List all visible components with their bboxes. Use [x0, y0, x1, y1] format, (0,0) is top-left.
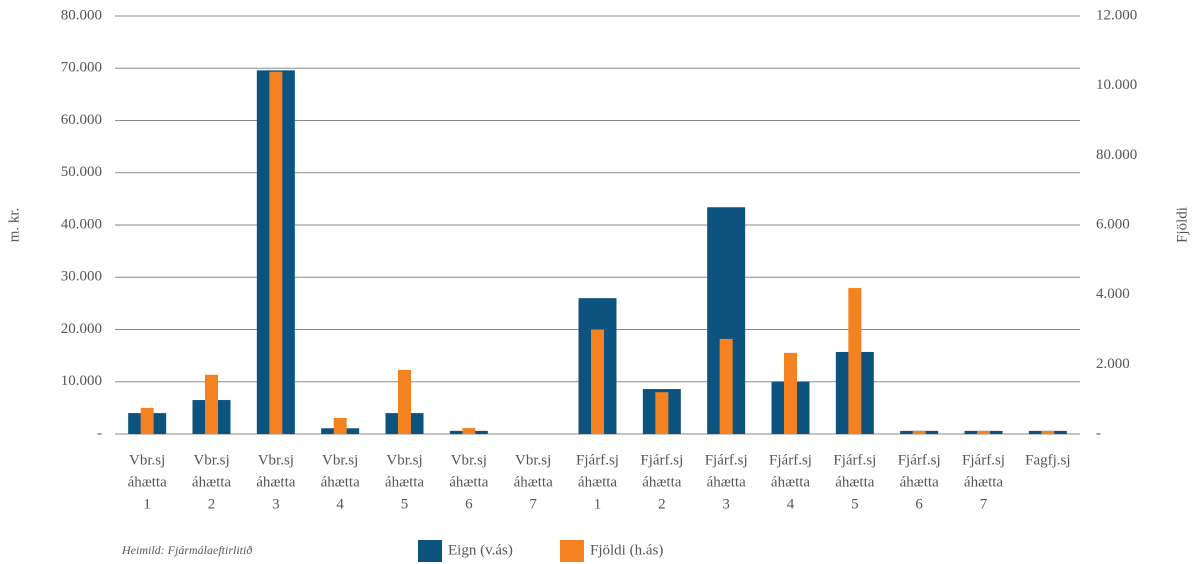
x-tick-label: Fjárf.sj	[640, 452, 683, 468]
x-tick-label: 1	[594, 496, 602, 512]
x-tick-label: áhætta	[321, 474, 360, 490]
y-tick-label: 20.000	[61, 321, 102, 337]
x-tick-label: Fjárf.sj	[705, 452, 748, 468]
x-tick-label: Fjárf.sj	[576, 452, 619, 468]
x-tick-label: 6	[465, 496, 473, 512]
x-tick-label: 4	[787, 496, 795, 512]
legend-swatch	[560, 540, 584, 562]
x-tick-label: áhætta	[707, 474, 746, 490]
x-tick-label: áhætta	[256, 474, 295, 490]
legend-swatch	[418, 540, 442, 562]
y2-tick-label: 2.000	[1096, 356, 1130, 372]
bar	[591, 329, 604, 434]
y-axis-label: m. kr.	[6, 208, 22, 243]
bar	[140, 407, 154, 434]
x-tick-label: áhætta	[514, 474, 553, 490]
y-tick-label: 60.000	[61, 112, 102, 128]
x-tick-label: 5	[851, 496, 859, 512]
x-tick-label: 5	[401, 496, 409, 512]
bar	[333, 417, 347, 434]
y-tick-label: 50.000	[61, 164, 102, 180]
x-tick-label: Vbr.sj	[258, 452, 294, 468]
bar	[269, 71, 283, 434]
y-tick-label: 30.000	[61, 269, 102, 285]
y2-tick-label: 80.000	[1096, 147, 1137, 163]
bar	[462, 428, 476, 434]
x-tick-label: 4	[336, 496, 344, 512]
x-tick-label: Fjárf.sj	[898, 452, 941, 468]
bar	[719, 338, 733, 434]
x-tick-label: 1	[143, 496, 151, 512]
x-tick-label: áhætta	[771, 474, 810, 490]
source-note: Heimild: Fjármálaeftirlitið	[121, 543, 252, 557]
bar	[1041, 430, 1055, 434]
y2-tick-label: 4.000	[1096, 286, 1130, 302]
x-tick-label: 2	[208, 496, 216, 512]
x-tick-label: áhætta	[385, 474, 424, 490]
x-tick-label: Vbr.sj	[451, 452, 487, 468]
y2-tick-label: -	[1096, 425, 1101, 441]
x-tick-label: 6	[915, 496, 923, 512]
bar	[784, 352, 797, 434]
x-tick-label: áhætta	[192, 474, 231, 490]
x-tick-label: Vbr.sj	[129, 452, 165, 468]
x-tick-label: Fjárf.sj	[833, 452, 876, 468]
y2-tick-label: 12.000	[1096, 7, 1137, 23]
x-tick-label: áhætta	[964, 474, 1003, 490]
x-tick-label: 7	[529, 496, 537, 512]
x-tick-label: Fagfj.sj	[1025, 452, 1070, 468]
x-tick-label: Vbr.sj	[193, 452, 229, 468]
y-tick-label: 40.000	[61, 216, 102, 232]
x-tick-label: Vbr.sj	[386, 452, 422, 468]
y-tick-label: 70.000	[61, 60, 102, 76]
x-tick-label: Fjárf.sj	[769, 452, 812, 468]
bar	[205, 374, 218, 434]
x-tick-label: 7	[980, 496, 988, 512]
x-tick-label: áhætta	[449, 474, 488, 490]
x-tick-label: Vbr.sj	[322, 452, 358, 468]
x-tick-label: áhætta	[900, 474, 939, 490]
bar	[655, 392, 669, 434]
y2-tick-label: 10.000	[1096, 77, 1137, 93]
x-tick-label: áhætta	[642, 474, 681, 490]
x-tick-label: áhætta	[835, 474, 874, 490]
y-tick-label: -	[97, 425, 102, 441]
y2-tick-label: 6.000	[1096, 216, 1130, 232]
bar	[848, 288, 862, 434]
bar	[977, 430, 990, 434]
legend-label: Fjöldi (h.ás)	[590, 542, 663, 558]
bar	[398, 369, 411, 434]
x-tick-label: áhætta	[128, 474, 167, 490]
y-tick-label: 10.000	[61, 373, 102, 389]
y-tick-label: 80.000	[61, 7, 102, 23]
x-tick-label: 2	[658, 496, 666, 512]
y2-axis-label: Fjöldi	[1174, 207, 1190, 243]
x-tick-label: Fjárf.sj	[962, 452, 1005, 468]
legend-label: Eign (v.ás)	[448, 542, 513, 558]
bar	[912, 430, 926, 434]
x-tick-label: Vbr.sj	[515, 452, 551, 468]
x-tick-label: 3	[272, 496, 280, 512]
x-tick-label: áhætta	[578, 474, 617, 490]
x-tick-label: 3	[722, 496, 730, 512]
